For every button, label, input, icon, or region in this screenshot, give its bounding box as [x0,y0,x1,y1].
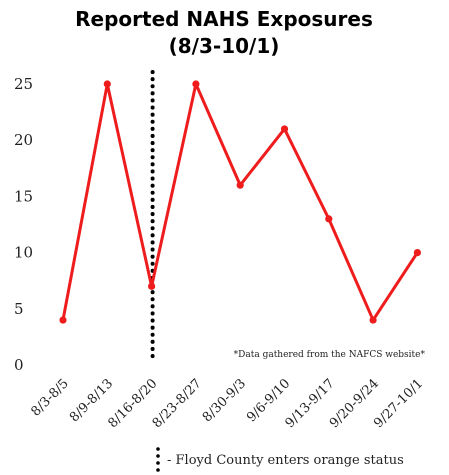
series-layer [59,80,421,324]
y-tick-label: 15 [14,187,33,205]
data-point [148,282,156,290]
y-tick-label: 0 [14,356,24,374]
data-source-note: *Data gathered from the NAFCS website* [234,350,426,360]
series-line [61,82,419,322]
legend-label: - Floyd County enters orange status [167,453,404,468]
data-point [325,215,333,223]
data-point [103,80,111,88]
chart-title-line-2: (8/3-10/1) [169,34,280,58]
data-point [413,249,421,257]
y-tick-label: 10 [14,244,33,262]
data-point [280,125,289,133]
legend-dot [156,468,160,472]
y-tick-label: 25 [14,75,33,93]
legend-dot [156,447,160,451]
legend-dot [156,461,160,465]
data-point [59,316,67,324]
data-point [192,80,200,88]
x-axis-ticks: 8/3-8/58/9-8/138/16-8/208/23-8/278/30-9/… [29,376,427,431]
data-point [369,316,377,324]
x-tick-label: 8/30-9/3 [200,376,249,425]
y-axis-ticks: 0 5 10 15 20 25 [14,75,33,374]
x-tick-label: 8/3-8/5 [29,376,72,419]
y-tick-label: 5 [14,300,24,318]
y-tick-label: 20 [14,131,33,149]
legend-dotted-marker [156,447,160,472]
data-point [236,181,244,189]
legend: - Floyd County enters orange status [156,447,404,472]
chart-title-line-1: Reported NAHS Exposures [75,7,373,31]
legend-dot [156,454,160,458]
